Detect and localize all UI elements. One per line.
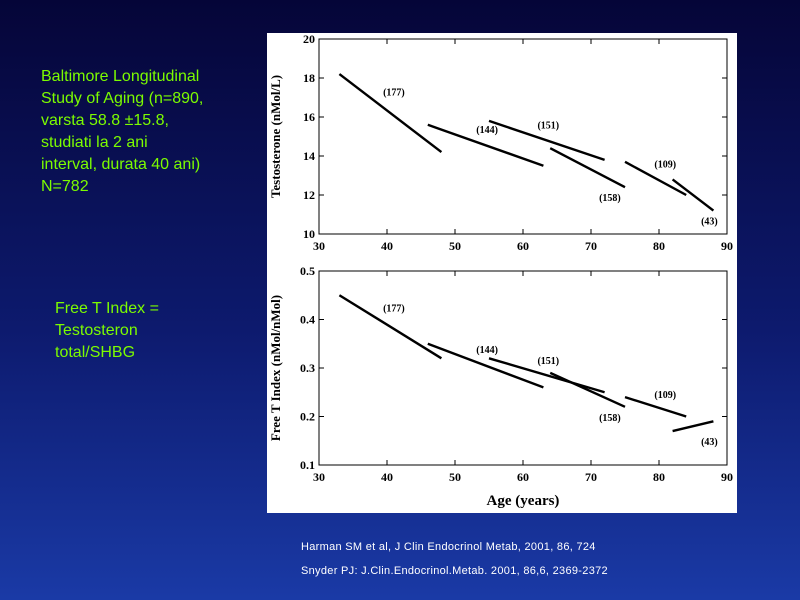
- chart-figure: 30 40 50 60 70 80 90 10 12 14 16 18 20 Testosterone (…: [268, 32, 733, 509]
- y-axis-label: Free T Index (nMol/nMol): [268, 295, 283, 441]
- study-line: Study of Aging (n=890,: [41, 90, 204, 107]
- x-tick-label: 50: [449, 470, 461, 484]
- free-t-line: total/SHBG: [55, 344, 136, 361]
- series-line: [549, 371, 626, 408]
- x-tick-label: 60: [517, 470, 529, 484]
- y-tick-label: 18: [303, 71, 315, 85]
- series-line: [488, 357, 605, 394]
- plot-frame: [318, 38, 728, 235]
- x-tick-label: 80: [653, 470, 665, 484]
- study-line: N=782: [41, 178, 89, 195]
- x-tick-label: 70: [585, 239, 597, 253]
- series-line: [672, 420, 714, 433]
- series-line: [488, 119, 605, 162]
- study-description: Baltimore Longitudinal Study of Aging (n…: [41, 66, 261, 198]
- figure-panel: 30 40 50 60 70 80 90 10 12 14 16 18 20 Testosterone (…: [267, 32, 737, 513]
- study-line: studiati la 2 ani: [41, 134, 148, 151]
- x-tick-label: 80: [653, 239, 665, 253]
- series-line: [624, 395, 687, 418]
- x-tick-label: 90: [721, 239, 733, 253]
- x-tick-label: 30: [313, 470, 325, 484]
- x-tick-label: 30: [313, 239, 325, 253]
- series-line: [671, 178, 715, 212]
- y-tick-label: 0.2: [300, 410, 315, 424]
- y-tick-label: 14: [303, 149, 315, 163]
- series-label: (109): [654, 390, 676, 401]
- free-t-index-definition: Free T Index = Testosteron total/SHBG: [55, 298, 159, 364]
- series-label: (158): [599, 413, 621, 424]
- y-tick-label: 0.1: [300, 458, 315, 472]
- series-line: [338, 294, 443, 360]
- series-label: (144): [476, 125, 498, 136]
- x-tick-label: 40: [381, 470, 393, 484]
- free-t-line: Free T Index =: [55, 300, 159, 317]
- series-label: (151): [537, 121, 559, 132]
- series-label: (43): [701, 437, 718, 448]
- x-tick-label: 40: [381, 239, 393, 253]
- series-label: (177): [383, 87, 405, 98]
- x-tick-label: 50: [449, 239, 461, 253]
- series-label: (151): [537, 356, 559, 367]
- y-tick-label: 20: [303, 33, 315, 46]
- y-tick-label: 12: [303, 188, 315, 202]
- study-line: varsta 58.8 ±15.8,: [41, 112, 169, 129]
- y-tick-label: 0.5: [300, 264, 315, 278]
- series-line: [427, 342, 544, 389]
- series-line: [624, 160, 687, 197]
- x-tick-label: 60: [517, 239, 529, 253]
- series-label: (158): [599, 193, 621, 204]
- series-line: [549, 147, 626, 189]
- series-label: (144): [476, 345, 498, 356]
- series-label: (43): [701, 217, 718, 228]
- reference-harman: Harman SM et al, J Clin Endocrinol Metab…: [301, 541, 596, 553]
- study-line: interval, durata 40 ani): [41, 156, 201, 173]
- free-t-line: Testosteron: [55, 322, 138, 339]
- reference-snyder: Snyder PJ: J.Clin.Endocrinol.Metab. 2001…: [301, 565, 608, 577]
- x-tick-label: 90: [721, 470, 733, 484]
- series-label: (109): [654, 159, 676, 170]
- x-axis-label: Age (years): [487, 493, 560, 509]
- y-tick-label: 0.4: [300, 313, 315, 327]
- x-tick-label: 70: [585, 470, 597, 484]
- series-label: (177): [383, 303, 405, 314]
- y-tick-label: 10: [303, 227, 315, 241]
- y-axis-label: Testosterone (nMol/L): [268, 75, 283, 198]
- y-tick-label: 16: [303, 110, 315, 124]
- study-line: Baltimore Longitudinal: [41, 68, 200, 85]
- series-line: [338, 73, 443, 154]
- y-tick-label: 0.3: [300, 361, 315, 375]
- series-line: [427, 123, 544, 167]
